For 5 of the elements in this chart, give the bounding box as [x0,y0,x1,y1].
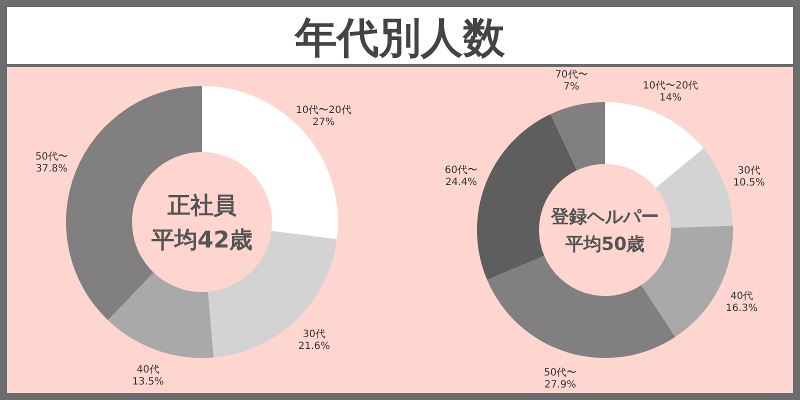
text: 登録ヘルパー [550,206,659,228]
chart-title: 年代別人数 [294,13,506,62]
text: 平均50歳 [564,234,645,255]
text: 平均42歳 [150,227,253,254]
text: 正社員 [166,192,236,219]
